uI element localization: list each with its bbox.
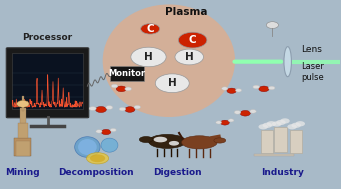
Circle shape bbox=[111, 84, 118, 88]
Circle shape bbox=[116, 86, 127, 92]
Circle shape bbox=[110, 128, 116, 132]
Circle shape bbox=[263, 123, 272, 128]
Text: H: H bbox=[185, 52, 194, 62]
Circle shape bbox=[296, 121, 305, 126]
FancyBboxPatch shape bbox=[20, 108, 26, 123]
Circle shape bbox=[250, 110, 256, 113]
FancyBboxPatch shape bbox=[254, 154, 295, 156]
Circle shape bbox=[40, 84, 47, 88]
FancyBboxPatch shape bbox=[110, 66, 145, 81]
FancyBboxPatch shape bbox=[18, 123, 28, 138]
Circle shape bbox=[96, 130, 102, 133]
Text: Lens: Lens bbox=[301, 45, 322, 54]
Text: Decomposition: Decomposition bbox=[58, 168, 134, 177]
Ellipse shape bbox=[103, 5, 235, 117]
Ellipse shape bbox=[214, 138, 226, 143]
Circle shape bbox=[178, 32, 207, 48]
Circle shape bbox=[259, 86, 269, 92]
Circle shape bbox=[228, 119, 234, 122]
Circle shape bbox=[17, 101, 29, 107]
Text: Mining: Mining bbox=[5, 168, 40, 177]
Ellipse shape bbox=[75, 137, 100, 157]
Circle shape bbox=[45, 98, 53, 101]
Text: H: H bbox=[144, 52, 153, 62]
Circle shape bbox=[253, 85, 260, 89]
Circle shape bbox=[125, 107, 135, 112]
Circle shape bbox=[280, 118, 290, 124]
Circle shape bbox=[175, 49, 204, 65]
FancyBboxPatch shape bbox=[290, 130, 302, 153]
FancyBboxPatch shape bbox=[14, 138, 31, 156]
Circle shape bbox=[26, 87, 33, 91]
Ellipse shape bbox=[78, 139, 97, 155]
Circle shape bbox=[240, 110, 250, 116]
Circle shape bbox=[131, 47, 166, 67]
Text: C: C bbox=[146, 24, 154, 34]
Ellipse shape bbox=[139, 136, 153, 143]
Circle shape bbox=[61, 100, 68, 104]
Ellipse shape bbox=[148, 134, 186, 148]
Circle shape bbox=[236, 89, 242, 92]
Text: H: H bbox=[168, 78, 177, 88]
Circle shape bbox=[287, 124, 297, 129]
FancyBboxPatch shape bbox=[21, 96, 24, 111]
Circle shape bbox=[95, 107, 106, 112]
Circle shape bbox=[216, 121, 222, 124]
Ellipse shape bbox=[284, 47, 292, 77]
Circle shape bbox=[119, 107, 126, 111]
Text: Monitor: Monitor bbox=[109, 69, 146, 78]
FancyBboxPatch shape bbox=[275, 127, 287, 152]
Circle shape bbox=[125, 87, 132, 91]
Circle shape bbox=[141, 24, 160, 34]
FancyBboxPatch shape bbox=[262, 130, 273, 153]
Text: Plasma: Plasma bbox=[165, 7, 207, 17]
Circle shape bbox=[155, 74, 189, 93]
Circle shape bbox=[221, 120, 229, 125]
Circle shape bbox=[258, 124, 268, 129]
Ellipse shape bbox=[90, 154, 105, 162]
Circle shape bbox=[101, 129, 111, 135]
Circle shape bbox=[222, 87, 228, 90]
Circle shape bbox=[272, 121, 282, 127]
Circle shape bbox=[292, 123, 301, 128]
Ellipse shape bbox=[153, 137, 167, 142]
FancyBboxPatch shape bbox=[16, 141, 30, 156]
Circle shape bbox=[266, 22, 279, 29]
Circle shape bbox=[89, 107, 96, 111]
Text: C: C bbox=[189, 35, 196, 45]
Circle shape bbox=[134, 105, 140, 109]
Circle shape bbox=[31, 86, 42, 92]
Circle shape bbox=[267, 121, 276, 126]
Circle shape bbox=[227, 88, 236, 93]
Circle shape bbox=[106, 105, 113, 109]
Text: Industry: Industry bbox=[261, 168, 304, 177]
FancyBboxPatch shape bbox=[12, 53, 83, 109]
Ellipse shape bbox=[101, 138, 118, 152]
Ellipse shape bbox=[169, 141, 179, 146]
Circle shape bbox=[276, 120, 286, 125]
Ellipse shape bbox=[182, 136, 217, 149]
Text: Digestion: Digestion bbox=[153, 168, 202, 177]
Text: Laser
pulse: Laser pulse bbox=[301, 62, 324, 82]
Circle shape bbox=[268, 86, 275, 90]
Text: Processor: Processor bbox=[23, 33, 73, 42]
Circle shape bbox=[51, 99, 62, 105]
Ellipse shape bbox=[87, 153, 109, 164]
FancyBboxPatch shape bbox=[6, 48, 89, 118]
Circle shape bbox=[234, 111, 241, 114]
